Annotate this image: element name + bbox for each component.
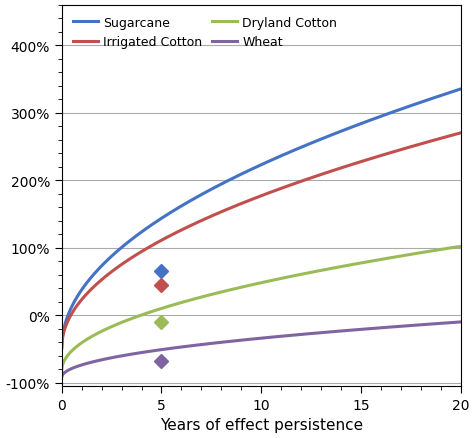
Line: Irrigated Cotton: Irrigated Cotton xyxy=(62,134,461,348)
Dryland Cotton xyxy=(333,265,339,271)
X-axis label: Years of effect persistence: Years of effect persistence xyxy=(160,417,363,432)
Sugarcane xyxy=(59,345,65,350)
Sugarcane xyxy=(235,174,240,179)
Irrigated Cotton xyxy=(370,156,376,161)
Dryland Cotton xyxy=(220,289,226,294)
Sugarcane xyxy=(333,131,339,137)
Dryland Cotton xyxy=(59,368,65,373)
Dryland Cotton xyxy=(100,328,105,334)
Wheat xyxy=(220,340,226,345)
Wheat xyxy=(100,357,105,362)
Wheat xyxy=(333,329,339,334)
Line: Sugarcane: Sugarcane xyxy=(62,90,461,348)
Irrigated Cotton xyxy=(458,131,464,136)
Irrigated Cotton xyxy=(59,345,65,350)
Sugarcane xyxy=(458,87,464,92)
Dryland Cotton xyxy=(377,258,383,263)
Sugarcane xyxy=(370,117,376,123)
Irrigated Cotton xyxy=(220,209,226,214)
Line: Dryland Cotton: Dryland Cotton xyxy=(62,247,461,371)
Irrigated Cotton xyxy=(377,154,383,159)
Sugarcane xyxy=(100,263,105,268)
Wheat xyxy=(59,375,65,380)
Legend: Sugarcane, Irrigated Cotton, Dryland Cotton, Wheat: Sugarcane, Irrigated Cotton, Dryland Cot… xyxy=(68,12,342,54)
Irrigated Cotton xyxy=(333,168,339,173)
Wheat xyxy=(458,320,464,325)
Line: Wheat: Wheat xyxy=(62,322,461,378)
Dryland Cotton xyxy=(235,286,240,291)
Wheat xyxy=(235,338,240,343)
Irrigated Cotton xyxy=(235,203,240,208)
Irrigated Cotton xyxy=(100,277,105,282)
Dryland Cotton xyxy=(370,258,376,264)
Wheat xyxy=(377,325,383,331)
Sugarcane xyxy=(220,181,226,186)
Sugarcane xyxy=(377,115,383,120)
Dryland Cotton xyxy=(458,244,464,249)
Wheat xyxy=(370,326,376,331)
